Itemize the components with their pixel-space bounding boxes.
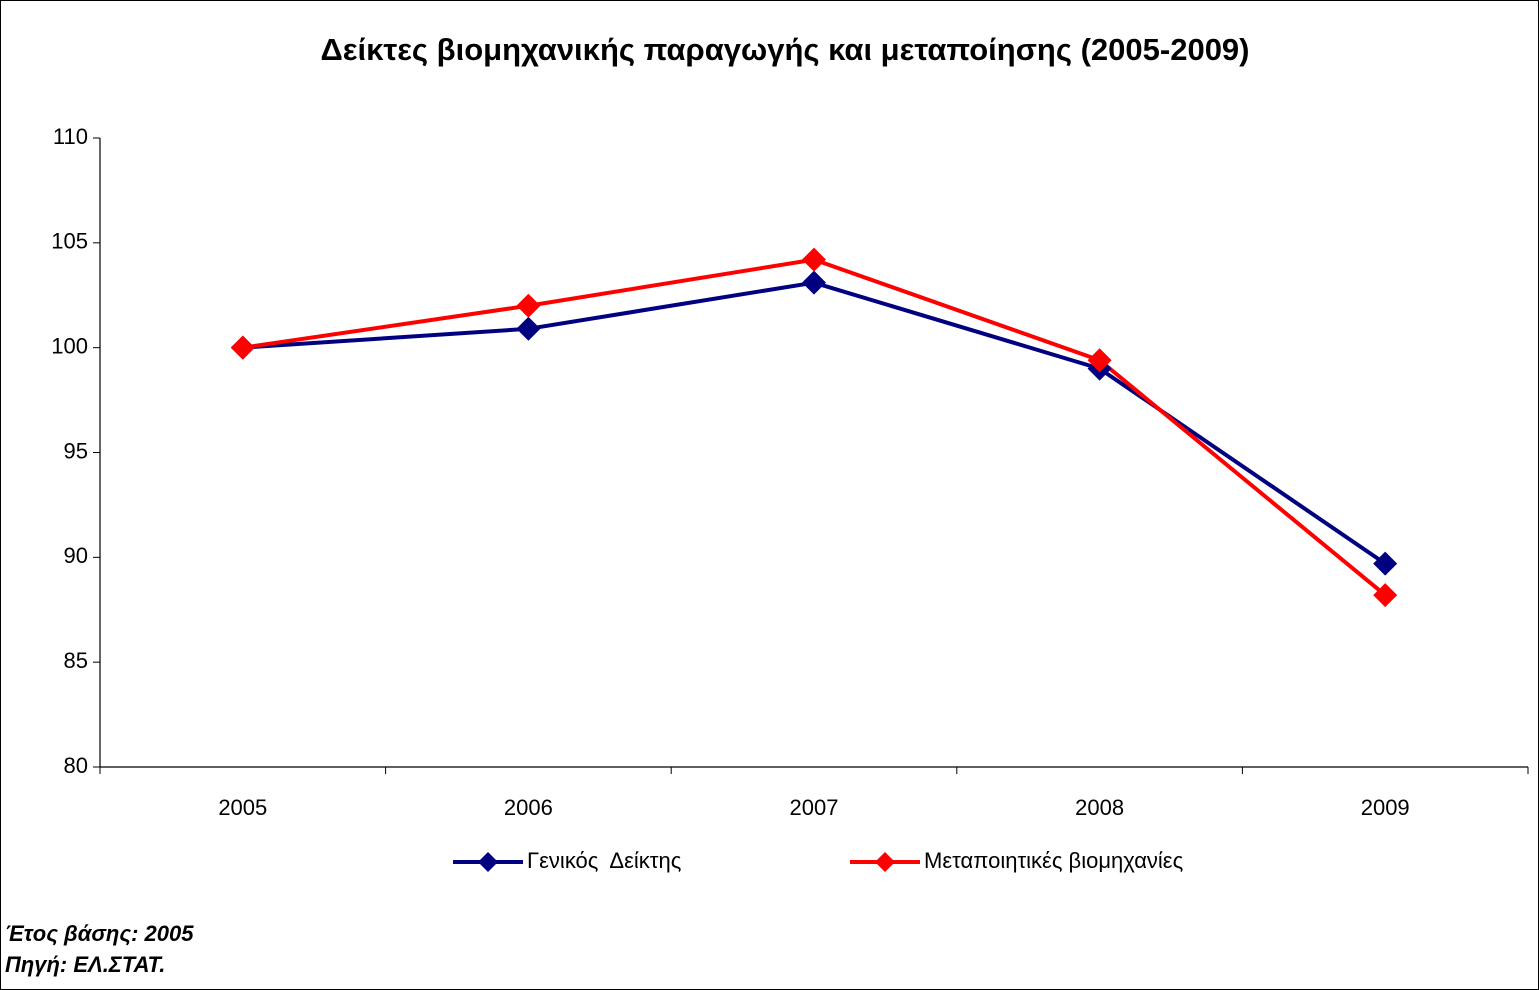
marker [802,247,826,272]
y-tick-label: 110 [53,124,88,149]
y-tick-label: 95 [64,438,88,463]
x-tick-label: 2007 [790,795,839,820]
x-tick-label: 2006 [504,795,553,820]
legend-label: Μεταποιητικές βιομηχανίες [924,848,1183,873]
annotation: Έτος βάσης: 2005 [5,921,194,946]
legend-label: Γενικός Δείκτης [527,848,681,873]
x-tick-label: 2005 [218,795,267,820]
legend-marker [875,852,895,872]
legend-marker [478,852,498,872]
x-tick-label: 2009 [1361,795,1410,820]
y-tick-label: 100 [51,333,88,358]
marker [230,335,255,360]
y-tick-label: 85 [64,648,88,673]
marker [1373,551,1398,576]
marker [516,293,541,318]
annotation: Πηγή: ΕΛ.ΣΤΑΤ. [5,952,165,977]
x-tick-label: 2008 [1075,795,1124,820]
y-tick-label: 80 [64,753,88,778]
marker [802,270,826,295]
marker [1373,583,1398,608]
y-tick-label: 90 [64,543,88,568]
marker [516,316,541,341]
chart-title: Δείκτες βιομηχανικής παραγωγής και μεταπ… [320,32,1249,67]
y-tick-label: 105 [51,229,88,254]
marker [1087,348,1112,373]
